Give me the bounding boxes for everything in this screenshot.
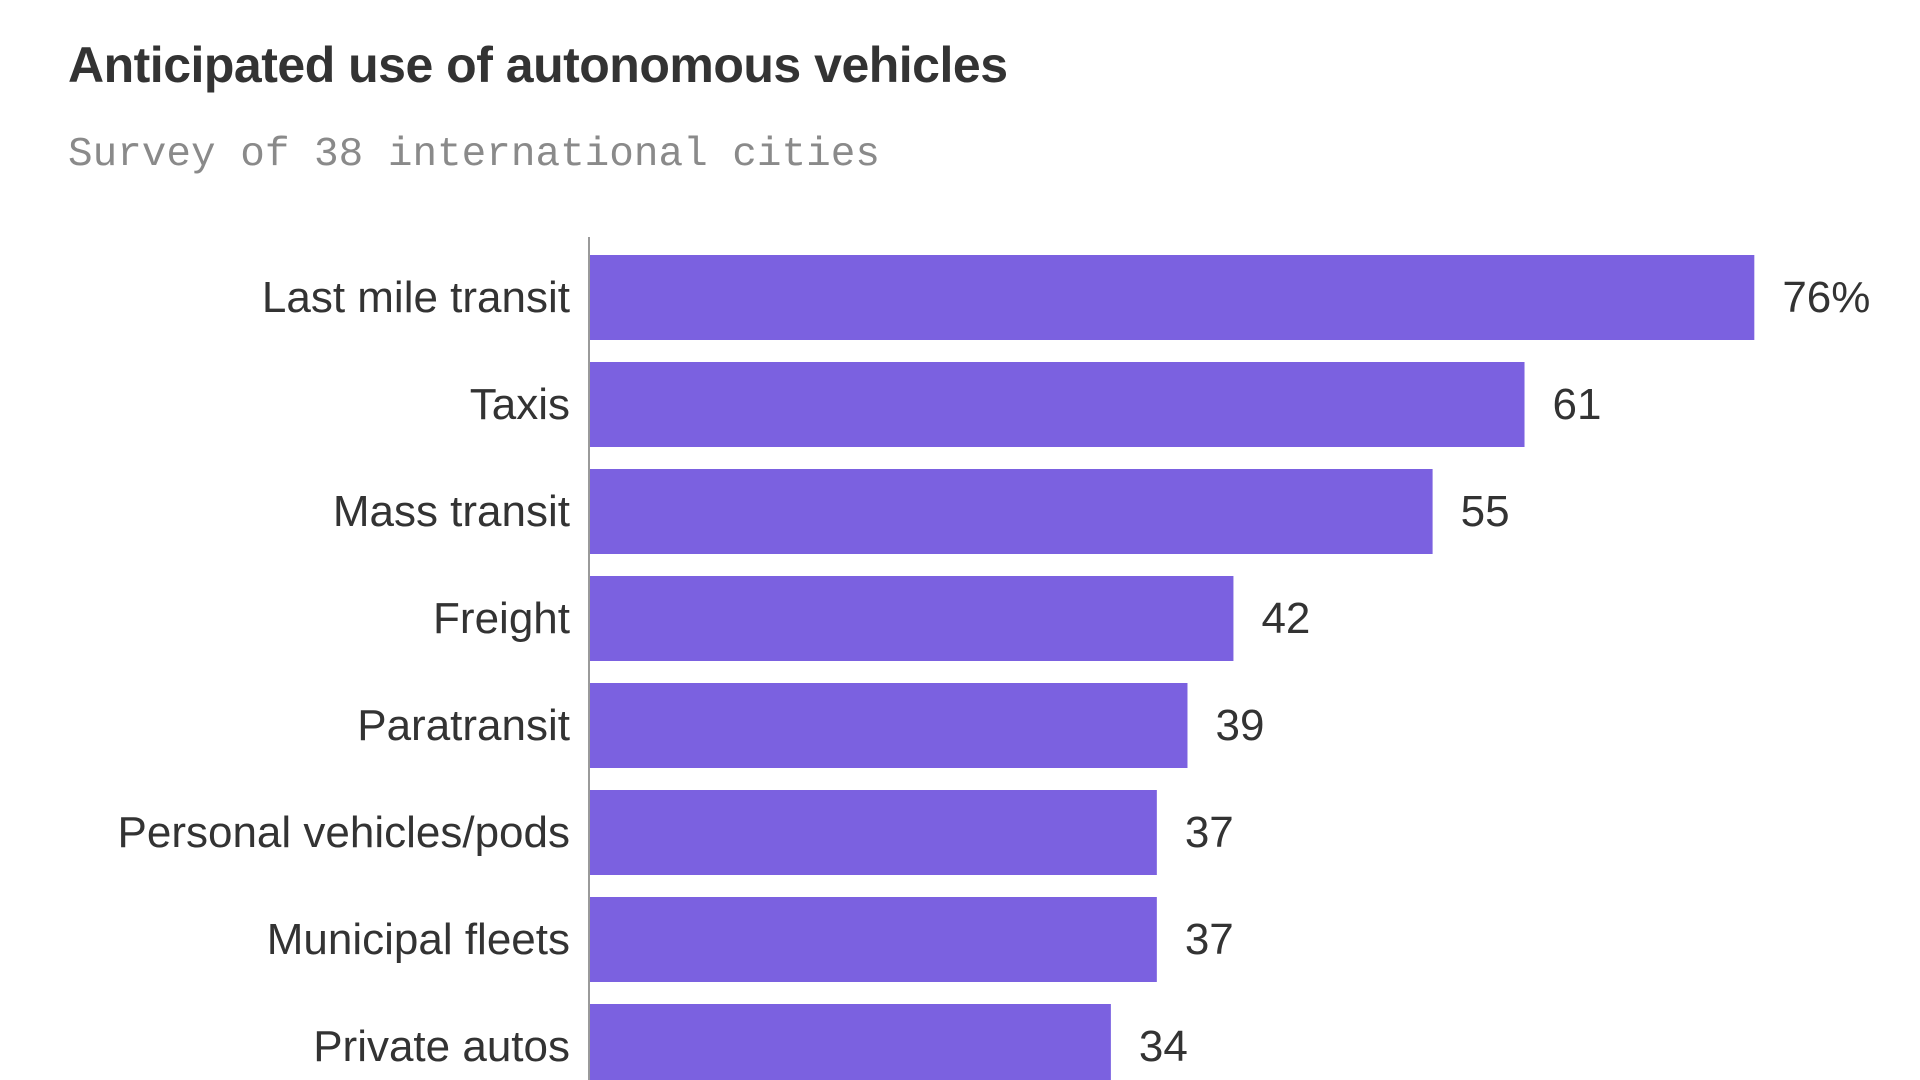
value-labels-group: 76% 61 55 42 39 37 37 34 (1139, 273, 1871, 1071)
category-label-personal-vehicles-pods: Personal vehicles/pods (118, 808, 570, 857)
bar-freight (590, 576, 1234, 661)
chart-title: Anticipated use of autonomous vehicles (68, 37, 1008, 93)
category-label-paratransit: Paratransit (357, 701, 570, 750)
category-labels-group: Last mile transit Taxis Mass transit Freigh… (118, 273, 570, 1071)
category-label-private-autos: Private autos (313, 1022, 570, 1071)
chart-subtitle: Survey of 38 international cities (68, 132, 880, 178)
bar-private-autos (590, 1004, 1111, 1080)
bar-personal-vehicles-pods (590, 790, 1157, 875)
category-label-last-mile-transit: Last mile transit (262, 273, 570, 322)
bar-municipal-fleets (590, 897, 1157, 982)
bars-group (590, 255, 1755, 1080)
bar-last-mile-transit (590, 255, 1755, 340)
category-label-freight: Freight (433, 594, 570, 643)
category-label-taxis: Taxis (470, 380, 570, 429)
bar-paratransit (590, 683, 1188, 768)
category-label-mass-transit: Mass transit (333, 487, 570, 536)
value-label-last-mile-transit: 76% (1782, 273, 1870, 322)
value-label-municipal-fleets: 37 (1185, 915, 1234, 964)
value-label-personal-vehicles-pods: 37 (1185, 808, 1234, 857)
value-label-private-autos: 34 (1139, 1022, 1188, 1071)
value-label-freight: 42 (1261, 594, 1310, 643)
value-label-mass-transit: 55 (1461, 487, 1510, 536)
category-label-municipal-fleets: Municipal fleets (267, 915, 570, 964)
bar-taxis (590, 362, 1525, 447)
bar-mass-transit (590, 469, 1433, 554)
value-label-taxis: 61 (1553, 380, 1602, 429)
value-label-paratransit: 39 (1215, 701, 1264, 750)
